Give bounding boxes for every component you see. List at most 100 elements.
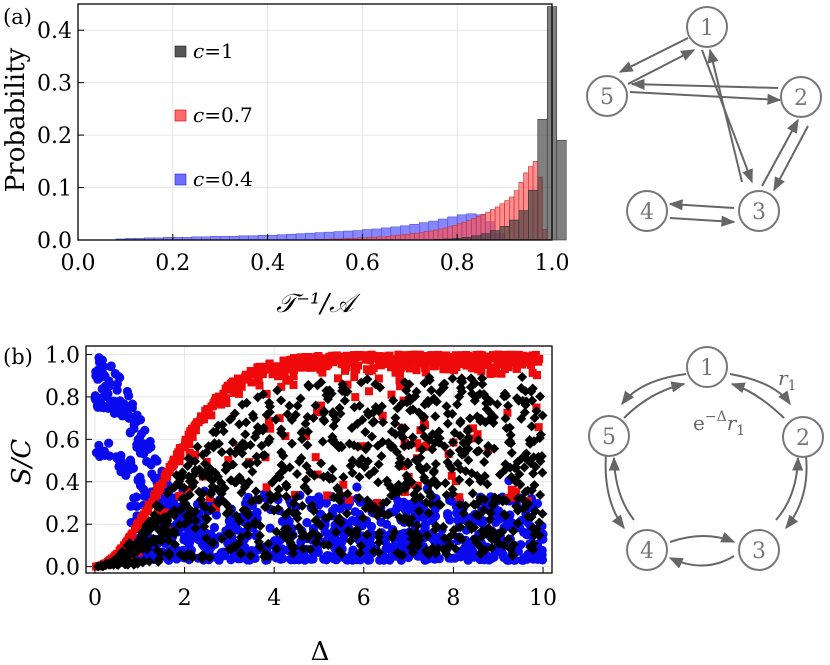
histogram-bar [428, 230, 434, 241]
scatter-point-red [374, 374, 383, 383]
histogram-bar [433, 229, 439, 241]
scatter-point-red [533, 371, 542, 380]
scatter-point-black [273, 484, 284, 495]
scatter-point-red [445, 359, 454, 368]
scatter-point-blue [105, 451, 115, 461]
scatter-point-blue [459, 545, 469, 555]
edge-4-3 [669, 532, 736, 543]
scatter-point-black [234, 419, 245, 430]
scatter-point-black [391, 446, 402, 457]
scatter-point-red [266, 365, 275, 374]
scatter-point-black [301, 461, 312, 472]
scatter-point-red [174, 451, 183, 460]
histogram-panel: 0.0 0.2 0.4 0.6 0.8 1.0 0.0 0.1 0.2 0.3 0.4 (a) Pr… [1, 3, 570, 319]
scatter-point-blue [376, 517, 386, 527]
scatter-point-black [430, 548, 441, 559]
node-5 [588, 415, 630, 457]
scatter-point-blue [91, 371, 101, 381]
scatter-point-black [357, 414, 368, 425]
node-4 [626, 529, 668, 571]
scatter-point-black [302, 440, 313, 451]
scatter-point-red [366, 356, 375, 365]
scatter-point-black [535, 489, 546, 500]
scatter-point-black [317, 436, 328, 447]
scatter-point-black [526, 386, 537, 397]
scatter-point-black [414, 534, 425, 545]
scatter-point-blue [152, 456, 162, 466]
histogram-bar [267, 234, 278, 241]
scatter-point-red [333, 374, 342, 383]
scatter-point-black [401, 385, 412, 396]
scatter-point-black [477, 531, 488, 542]
scatter-point-black [403, 477, 414, 488]
scatter-point-blue [114, 408, 124, 418]
scatter-point-black [429, 465, 440, 476]
scatter-point-black [278, 429, 289, 440]
scatter-point-black [254, 530, 265, 541]
scatter-point-red [373, 352, 382, 361]
scatter-point-black [462, 436, 473, 447]
scatter-point-red [351, 393, 360, 402]
scatter-point-red [233, 378, 242, 387]
node-5 [586, 75, 628, 117]
scatter-point-black [145, 523, 156, 534]
scatter-point-red [140, 510, 149, 519]
scatter-point-blue [498, 549, 508, 560]
scatter-point-black [521, 448, 532, 459]
scatter-point-black [318, 414, 329, 425]
scatter-point-red [184, 485, 193, 494]
scatter-point-black [296, 453, 307, 464]
scatter-point-black [216, 533, 227, 544]
scatter-point-black [199, 458, 210, 469]
histogram-bar [452, 225, 458, 241]
histogram-bar [295, 233, 306, 241]
scatter-point-black [190, 506, 201, 517]
scatter-point-blue [302, 518, 312, 528]
scatter-point-red [266, 423, 275, 432]
node-1 [686, 6, 728, 48]
scatter-point-red [211, 503, 220, 512]
scatter-point-red [493, 358, 502, 367]
histogram-bar [490, 230, 501, 241]
scatter-point-red [150, 493, 159, 502]
scatter-point-black [431, 429, 442, 440]
x-tick-label: 0.6 [345, 251, 380, 276]
scatter-point-black [468, 499, 479, 510]
scatter-point-red [289, 365, 298, 374]
scatter-point-black [95, 560, 106, 571]
scatter-point-black [239, 439, 250, 450]
edge-5-4 [604, 453, 625, 530]
scatter-point-black [192, 441, 203, 452]
y-tick-label: 0.0 [45, 556, 80, 581]
scatter-point-red [191, 422, 200, 431]
scatter-point-black [246, 496, 257, 507]
scatter-point-black [425, 491, 436, 502]
scatter-point-black [288, 508, 299, 519]
scatter-point-black [512, 518, 523, 529]
scatter-point-black [366, 431, 377, 442]
histogram-bar [437, 228, 444, 241]
scatter-point-red [154, 484, 163, 493]
scatter-point-black [171, 470, 182, 481]
scatter-point-black [441, 401, 452, 412]
scatter-point-black [499, 540, 510, 551]
scatter-point-red [274, 372, 283, 381]
scatter-point-black [390, 418, 401, 429]
y-tick-label: 0.4 [37, 19, 72, 44]
scatter-point-red [175, 457, 184, 466]
scatter-point-black [310, 400, 321, 411]
scatter-point-red [285, 365, 294, 374]
legend-swatch-c07 [174, 109, 187, 122]
scatter-point-black [316, 458, 327, 469]
scatter-point-black [103, 559, 114, 570]
scatter-point-red [191, 450, 200, 459]
scatter-point-black [306, 500, 317, 511]
scatter-point-black [445, 448, 456, 459]
scatter-point-black [254, 494, 265, 505]
scatter-point-black [217, 419, 228, 430]
scatter-point-black [523, 511, 534, 522]
scatter-point-black [241, 417, 252, 428]
scatter-point-red [534, 423, 543, 432]
scatter-point-red [313, 362, 322, 371]
network-bottom-labels: 1 5 2 4 3 r1 e−Δr1 [602, 356, 810, 564]
